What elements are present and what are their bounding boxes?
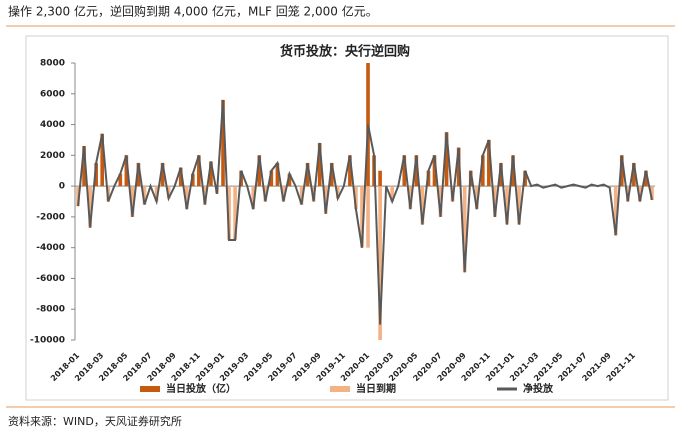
y-tick-label: -10000 <box>30 336 65 346</box>
bar <box>378 186 382 340</box>
bar <box>257 155 262 187</box>
bar <box>251 186 256 210</box>
y-tick-label: -8000 <box>36 305 65 315</box>
bar <box>366 186 370 248</box>
bar <box>287 173 292 187</box>
bar <box>299 186 304 205</box>
bar <box>275 163 280 187</box>
chart-title: 货币投放：央行逆回购 <box>280 44 410 60</box>
bar <box>130 186 135 217</box>
bar <box>499 163 503 187</box>
bar <box>88 186 92 228</box>
y-tick-label: 2000 <box>40 151 65 161</box>
bar <box>462 186 467 273</box>
y-tick-label: 8000 <box>40 59 65 69</box>
bar <box>221 99 225 187</box>
bar <box>317 143 322 187</box>
bar <box>160 163 165 187</box>
y-tick-label: -2000 <box>36 212 65 222</box>
bar <box>203 186 207 205</box>
bar <box>638 186 642 202</box>
bar <box>100 133 104 187</box>
bar <box>323 186 328 214</box>
bar <box>517 186 521 225</box>
bar <box>233 186 237 240</box>
bar <box>329 163 334 187</box>
legend-label: 净投放 <box>523 382 554 395</box>
bar <box>227 186 231 240</box>
bar <box>414 155 419 187</box>
bar <box>178 167 183 187</box>
bar <box>378 170 382 187</box>
bar <box>281 186 286 202</box>
bar <box>511 155 515 187</box>
legend-label: 当日投放（亿） <box>166 382 236 395</box>
bar <box>124 155 129 187</box>
y-tick-label: 4000 <box>40 120 65 130</box>
bar <box>184 186 189 210</box>
bar <box>154 186 159 202</box>
bar <box>432 155 437 187</box>
legend-swatch <box>140 386 160 392</box>
bar <box>360 186 364 248</box>
bar <box>481 155 485 187</box>
legend-swatch <box>330 386 350 392</box>
bar <box>613 186 618 236</box>
bar <box>94 163 98 187</box>
chart-frame <box>25 35 669 401</box>
bar <box>420 186 425 225</box>
bar <box>438 186 443 217</box>
bar <box>142 186 147 205</box>
y-tick-label: 0 <box>59 182 65 192</box>
y-tick-label: -4000 <box>36 243 65 253</box>
bar <box>487 139 491 187</box>
bar <box>474 186 479 210</box>
bar <box>166 186 171 199</box>
bar <box>644 170 648 187</box>
bar <box>632 163 636 187</box>
bar <box>493 186 497 217</box>
bar <box>263 186 268 202</box>
bar <box>82 146 86 187</box>
bar <box>191 173 195 187</box>
bar <box>408 186 413 210</box>
bar <box>136 163 141 187</box>
bar <box>336 186 340 199</box>
y-tick-label: -6000 <box>36 274 65 284</box>
bar <box>402 155 407 187</box>
bar <box>619 155 624 187</box>
bar <box>76 186 80 207</box>
bar <box>305 163 310 187</box>
bar <box>505 186 509 225</box>
bar <box>444 132 449 187</box>
bar <box>354 186 358 210</box>
line <box>77 99 653 325</box>
bar <box>626 186 630 202</box>
bar <box>390 186 394 202</box>
y-tick-label: 6000 <box>40 89 65 99</box>
bar <box>197 155 201 187</box>
bar <box>348 155 352 187</box>
bar <box>269 170 274 187</box>
source-text: 资料来源：WIND，天风证券研究所 <box>8 414 182 428</box>
bar <box>209 161 213 187</box>
legend-label: 当日到期 <box>356 382 396 395</box>
bar <box>118 173 123 187</box>
bar <box>650 186 654 200</box>
header-text: 操作 2,300 亿元，逆回购到期 4,000 亿元，MLF 回笼 2,000 … <box>8 4 378 19</box>
